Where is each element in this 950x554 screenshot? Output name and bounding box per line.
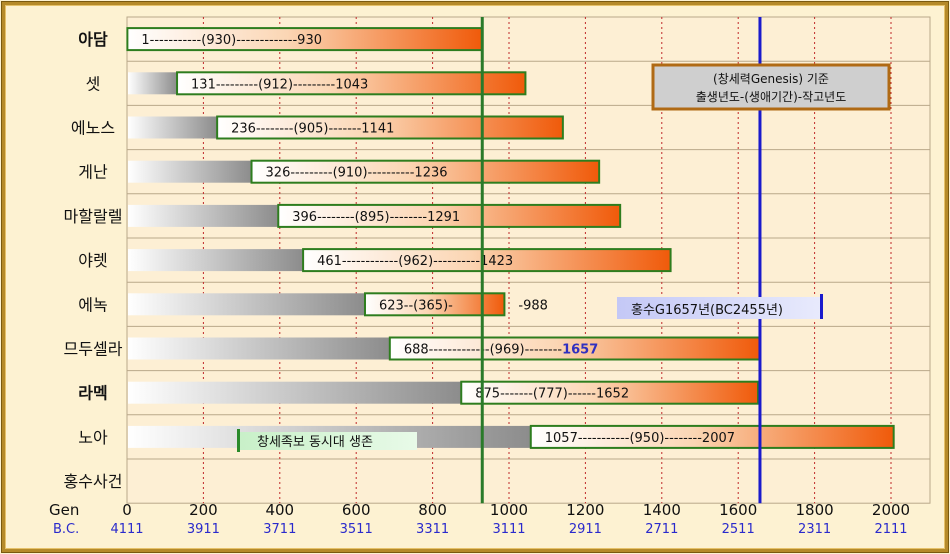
- row-name: 라멕: [78, 384, 107, 403]
- bar-label: 1057-----------(950)--------2007: [545, 431, 735, 446]
- overlap-note: 창세족보 동시대 생존: [257, 435, 373, 450]
- row-name: 노아: [78, 428, 108, 447]
- bar-label: 326---------(910)----------1236: [266, 166, 448, 181]
- bar-label: 461------------(962)----------1423: [317, 254, 513, 269]
- lead-bar: [128, 72, 178, 95]
- x-tick-label: 800: [418, 501, 447, 519]
- annotations: 창세족보 동시대 생존 홍수G1657년(BC2455년) (창세력Genesi…: [237, 63, 891, 452]
- x-tick-label: 1200: [566, 501, 604, 519]
- grid-lines: [127, 17, 930, 504]
- x-tick-label: 600: [342, 501, 371, 519]
- lifespan-bar: [302, 248, 672, 273]
- lifespan-bar: [277, 203, 622, 228]
- legend-box: [651, 63, 891, 111]
- bar-label: 236--------(905)-------1141: [231, 122, 394, 137]
- rows: 아담 1-----------(930)-------------930 셋 131-…: [64, 27, 895, 491]
- row-name: 에노스: [71, 119, 115, 138]
- lifespan-chart: 아담 1-----------(930)-------------930 셋 131-…: [49, 16, 950, 537]
- bar-label: 131---------(912)---------1043: [191, 77, 368, 92]
- bc-tick-label: 3511: [340, 522, 373, 537]
- row-name: 셋: [86, 74, 101, 93]
- bc-tick-label: 3711: [263, 522, 296, 537]
- lifespan-bar: [363, 292, 506, 317]
- bar-label-extra: -988: [518, 298, 548, 313]
- bar-label: 875-------(777)------1652: [475, 387, 629, 402]
- lead-bar: [128, 381, 462, 404]
- row-name: 게난: [78, 163, 108, 182]
- x-tick-label: 400: [265, 501, 294, 519]
- bc-tick-label: 3111: [492, 522, 525, 537]
- row-name: 마할랄렐: [64, 207, 123, 226]
- row-name: 야렛: [78, 251, 107, 270]
- bc-tick-label: 2311: [798, 522, 831, 537]
- bc-tick-label: 3311: [416, 522, 449, 537]
- x-tick-label: 0: [122, 501, 132, 519]
- x-tick-label: 1600: [719, 501, 757, 519]
- bc-tick-label: 4111: [110, 522, 143, 537]
- x-tick-label: 1800: [796, 501, 834, 519]
- lifespan-bar: [529, 424, 895, 449]
- lifespan-bar: [460, 380, 760, 405]
- bc-tick-label: 2711: [645, 522, 678, 537]
- bc-tick-label: 3911: [187, 522, 220, 537]
- lifespan-bar: [216, 115, 564, 140]
- overlap-note-marker: [237, 429, 240, 452]
- x-tick-label: 2000: [872, 501, 910, 519]
- row-name: 에녹: [78, 295, 107, 314]
- lifespan-bar: [250, 159, 601, 184]
- legend-line-1: (창세력Genesis) 기준: [713, 72, 829, 86]
- x-axis: Gen B.C. 0 4111 200 3911 400 3711 600 3511 800 33…: [49, 501, 950, 537]
- x-tick-label: 1000: [490, 501, 528, 519]
- flood-note: 홍수G1657년(BC2455년): [631, 303, 783, 318]
- x-axis-label: Gen: [49, 501, 79, 519]
- lead-bar: [128, 204, 279, 227]
- x-tick-label: 1400: [643, 501, 681, 519]
- row-name: 홍수사건: [64, 472, 123, 491]
- lead-bar: [128, 249, 304, 272]
- flood-note-box: [617, 297, 822, 319]
- lead-bar: [128, 160, 252, 183]
- bar-label: 623--(365)-: [379, 298, 453, 313]
- bar-label-highlight: 1657: [562, 343, 598, 358]
- x-tick-label: 200: [189, 501, 218, 519]
- lead-bar: [128, 293, 365, 316]
- bc-tick-label: 2911: [569, 522, 602, 537]
- bc-tick-label: 2511: [722, 522, 755, 537]
- bc-tick-label: 2111: [874, 522, 907, 537]
- flood-note-marker: [820, 294, 823, 319]
- bar-label: 1-----------(930)-------------930: [141, 33, 322, 48]
- legend-line-2: 출생년도-(생애기간)-작고년도: [696, 90, 847, 104]
- lifespan-bar: [176, 71, 527, 96]
- x-axis-secondary-label: B.C.: [53, 522, 79, 537]
- bar-label: 396--------(895)--------1291: [292, 210, 460, 225]
- row-name: 아담: [78, 30, 108, 49]
- row-name: 므두셀라: [64, 340, 123, 359]
- lead-bar: [128, 337, 390, 360]
- bar-label: 688-------------(969)--------1657: [404, 343, 598, 358]
- lead-bar: [128, 116, 218, 139]
- overlap-note-box: [237, 432, 417, 450]
